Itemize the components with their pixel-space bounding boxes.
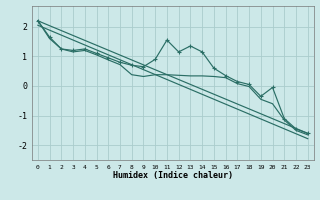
- X-axis label: Humidex (Indice chaleur): Humidex (Indice chaleur): [113, 171, 233, 180]
